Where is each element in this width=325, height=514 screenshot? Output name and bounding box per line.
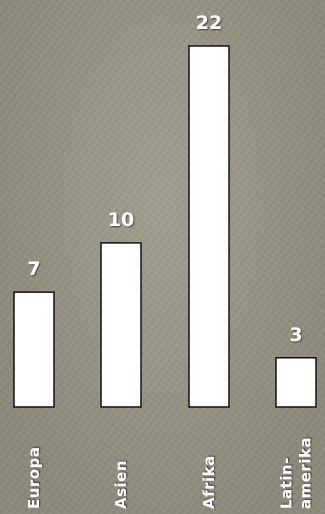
value-label-asien: 10 — [108, 209, 134, 231]
value-label-latin-amerika: 3 — [289, 324, 302, 346]
bar-asien — [100, 242, 142, 408]
category-label-latin-amerika: Latin-amerika — [278, 437, 315, 509]
category-label-afrika: Afrika — [200, 455, 218, 509]
category-label-line: Afrika — [200, 455, 218, 509]
bar-europa — [13, 291, 55, 408]
category-label-line: Europa — [25, 447, 43, 510]
category-label-asien: Asien — [112, 460, 130, 509]
bars-group — [13, 45, 317, 408]
category-label-line: amerika — [297, 437, 315, 509]
category-label-line: Asien — [112, 460, 130, 509]
value-label-europa: 7 — [27, 258, 40, 280]
category-labels-group: Europa Asien Afrika Latin-amerika — [25, 437, 315, 509]
value-labels-group: 7 10 22 3 — [27, 12, 302, 346]
category-label-line: Latin- — [278, 457, 296, 509]
bar-latin-amerika — [275, 357, 317, 408]
value-label-afrika: 22 — [196, 12, 222, 34]
bar-afrika — [188, 45, 230, 408]
category-label-europa: Europa — [25, 447, 43, 510]
